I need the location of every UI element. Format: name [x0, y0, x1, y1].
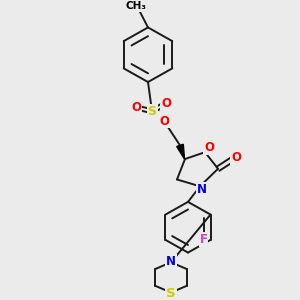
Text: O: O — [161, 97, 171, 110]
Text: O: O — [131, 101, 141, 114]
Text: N: N — [166, 255, 176, 268]
Text: S: S — [166, 287, 176, 300]
Text: O: O — [204, 141, 214, 154]
Text: S: S — [148, 105, 157, 118]
Polygon shape — [177, 144, 184, 159]
Text: F: F — [200, 233, 208, 246]
Text: O: O — [231, 151, 241, 164]
Text: O: O — [159, 115, 169, 128]
Text: N: N — [197, 183, 207, 196]
Text: CH₃: CH₃ — [125, 1, 146, 11]
